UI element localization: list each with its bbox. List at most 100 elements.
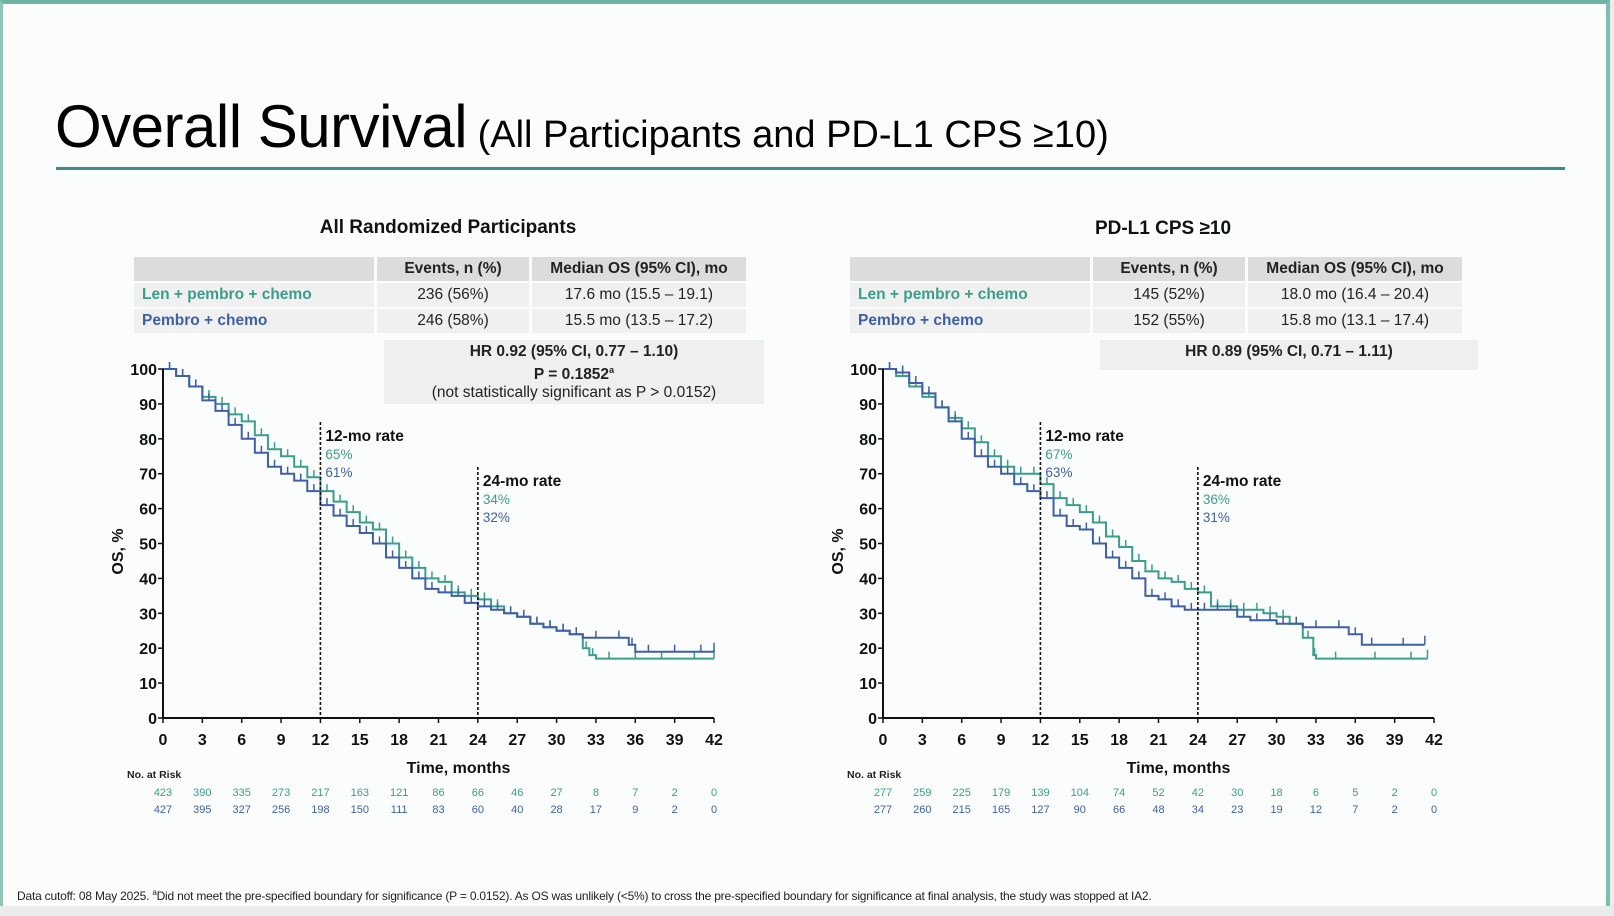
at-risk-value: 256 — [272, 804, 290, 816]
y-tick-label: 50 — [139, 537, 157, 554]
hr-box-cps: HR 0.89 (95% CI, 0.71 – 1.11) — [1100, 340, 1478, 370]
at-risk-value: 217 — [311, 787, 329, 799]
at-risk-value: 335 — [233, 787, 251, 799]
at-risk-value: 0 — [1431, 787, 1437, 799]
table-row: Len + pembro + chemo 145 (52%) 18.0 mo (… — [850, 283, 1462, 307]
slide-title: Overall Survival (All Participants and P… — [55, 92, 1109, 161]
at-risk-value: 390 — [193, 787, 211, 799]
at-risk-value: 427 — [154, 804, 172, 816]
at-risk-value: 42 — [1192, 787, 1204, 799]
km-curve-len-pembro-chemo — [163, 368, 714, 660]
x-tick-label: 0 — [159, 732, 168, 749]
rate-label: 12-mo rate — [325, 428, 404, 445]
median-value: 15.5 mo (13.5 – 17.2) — [532, 309, 746, 333]
arm-label-pembro: Pembro + chemo — [850, 309, 1090, 333]
y-tick-label: 100 — [850, 362, 877, 379]
y-tick-label: 50 — [859, 537, 877, 554]
at-risk-value: 6 — [1313, 787, 1319, 799]
x-tick-label: 0 — [879, 732, 888, 749]
x-tick-label: 18 — [390, 732, 408, 749]
x-tick-label: 27 — [1228, 732, 1246, 749]
x-tick-label: 12 — [312, 732, 330, 749]
at-risk-value: 27 — [550, 787, 562, 799]
rate-value: 61% — [325, 465, 352, 480]
at-risk-value: 0 — [711, 804, 717, 816]
km-curve-pembro-chemo — [883, 368, 1425, 646]
y-tick-label: 0 — [148, 711, 157, 728]
at-risk-value: 0 — [711, 787, 717, 799]
x-tick-label: 42 — [1425, 732, 1443, 749]
x-tick-label: 39 — [1386, 732, 1404, 749]
at-risk-value: 215 — [953, 804, 971, 816]
table-row: Pembro + chemo 152 (55%) 15.8 mo (13.1 –… — [850, 309, 1462, 333]
hazard-ratio: HR 0.92 (95% CI, 0.77 – 1.10) — [469, 343, 679, 360]
at-risk-value: 260 — [913, 804, 931, 816]
at-risk-value: 60 — [472, 804, 484, 816]
at-risk-value: 273 — [272, 787, 290, 799]
at-risk-value: 18 — [1270, 787, 1282, 799]
y-tick-label: 80 — [859, 432, 877, 449]
y-tick-label: 10 — [139, 676, 157, 693]
x-tick-label: 42 — [705, 732, 723, 749]
hr-box-all: HR 0.92 (95% CI, 0.77 – 1.10) P = 0.1852… — [384, 340, 764, 404]
at-risk-value: 12 — [1310, 804, 1322, 816]
y-tick-label: 40 — [859, 571, 877, 588]
events-value: 236 (56%) — [377, 283, 529, 307]
y-tick-label: 20 — [859, 641, 877, 658]
at-risk-value: 198 — [311, 804, 329, 816]
median-value: 15.8 mo (13.1 – 17.4) — [1248, 309, 1462, 333]
at-risk-value: 423 — [154, 787, 172, 799]
at-risk-value: 34 — [1192, 804, 1204, 816]
y-tick-label: 30 — [859, 606, 877, 623]
at-risk-value: 5 — [1352, 787, 1358, 799]
x-tick-label: 9 — [997, 732, 1006, 749]
x-tick-label: 3 — [918, 732, 927, 749]
events-value: 246 (58%) — [377, 309, 529, 333]
median-value: 18.0 mo (16.4 – 20.4) — [1248, 283, 1462, 307]
at-risk-value: 52 — [1152, 787, 1164, 799]
at-risk-value: 74 — [1113, 787, 1125, 799]
at-risk-value: 277 — [874, 804, 892, 816]
at-risk-value: 8 — [593, 787, 599, 799]
rate-label: 24-mo rate — [483, 473, 562, 490]
rate-label: 24-mo rate — [1203, 473, 1282, 490]
at-risk-value: 150 — [351, 804, 369, 816]
significance-note: (not statistically significant as P > 0.… — [431, 384, 717, 402]
y-tick-label: 90 — [859, 397, 877, 414]
x-tick-label: 24 — [469, 732, 487, 749]
hazard-ratio: HR 0.89 (95% CI, 0.71 – 1.11) — [1185, 343, 1393, 360]
rate-value: 65% — [325, 447, 352, 462]
y-tick-label: 60 — [139, 502, 157, 519]
at-risk-value: 163 — [351, 787, 369, 799]
x-tick-label: 6 — [957, 732, 966, 749]
p-value: P = 0.1852a — [533, 365, 615, 384]
y-axis-title: OS, % — [830, 528, 847, 574]
arm-label-len: Len + pembro + chemo — [134, 283, 374, 307]
x-tick-label: 12 — [1032, 732, 1050, 749]
at-risk-value: 40 — [511, 804, 523, 816]
stats-table-all: Events, n (%) Median OS (95% CI), mo Len… — [131, 255, 749, 335]
events-value: 145 (52%) — [1093, 283, 1245, 307]
at-risk-value: 28 — [550, 804, 562, 816]
at-risk-value: 86 — [432, 787, 444, 799]
x-tick-label: 21 — [430, 732, 448, 749]
x-tick-label: 15 — [1071, 732, 1089, 749]
y-tick-label: 70 — [139, 467, 157, 484]
at-risk-value: 83 — [432, 804, 444, 816]
y-tick-label: 10 — [859, 676, 877, 693]
at-risk-value: 165 — [992, 804, 1010, 816]
x-tick-label: 24 — [1189, 732, 1207, 749]
rate-label: 12-mo rate — [1045, 428, 1124, 445]
at-risk-value: 30 — [1231, 787, 1243, 799]
x-tick-label: 27 — [508, 732, 526, 749]
panel-title-cps: PD-L1 CPS ≥10 — [1094, 218, 1232, 239]
x-tick-label: 6 — [237, 732, 246, 749]
at-risk-value: 17 — [590, 804, 602, 816]
table-row: Pembro + chemo 246 (58%) 15.5 mo (13.5 –… — [134, 309, 746, 333]
at-risk-value: 23 — [1231, 804, 1243, 816]
at-risk-value: 104 — [1071, 787, 1089, 799]
y-tick-label: 90 — [139, 397, 157, 414]
